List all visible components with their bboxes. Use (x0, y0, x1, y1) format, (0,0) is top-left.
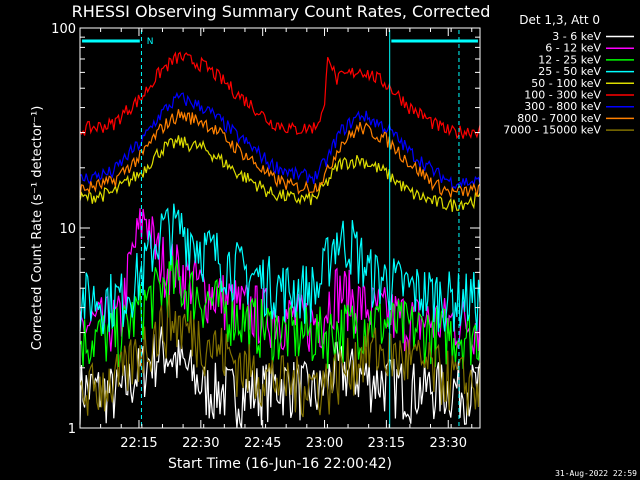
x-tick-label: 22:30 (182, 436, 219, 451)
series-layer (79, 51, 481, 429)
legend-header: Det 1,3, Att 0 (519, 13, 600, 27)
series-line-9 (79, 294, 481, 418)
legend-label-6: 100 - 300 keV (524, 89, 601, 102)
footer-date: 31-Aug-2022 22:59 (555, 469, 637, 478)
legend-label-2: 6 - 12 keV (545, 42, 601, 55)
legend-label-9: 7000 - 15000 keV (503, 124, 601, 137)
legend-label-5: 50 - 100 keV (531, 77, 601, 90)
legend-label-3: 12 - 25 keV (538, 53, 601, 66)
y-tick-label: 10 (59, 222, 76, 237)
series-line-1 (79, 326, 481, 429)
y-axis-label: Corrected Count Rate (s⁻¹ detector⁻¹) (30, 106, 45, 351)
series-line-3 (79, 255, 481, 369)
x-tick-label: 23:00 (306, 436, 343, 451)
x-tick-label: 22:45 (244, 436, 281, 451)
legend-label-7: 300 - 800 keV (524, 100, 601, 113)
x-tick-label: 23:15 (368, 436, 405, 451)
series-line-7 (79, 91, 481, 191)
series-line-6 (79, 51, 481, 140)
x-tick-label: 23:30 (430, 436, 467, 451)
y-tick-label: 100 (51, 22, 76, 37)
annotation-layer: N (82, 30, 478, 428)
y-tick-label: 1 (68, 422, 76, 437)
series-line-4 (79, 203, 481, 335)
chart-title: RHESSI Observing Summary Count Rates, Co… (72, 2, 491, 21)
x-tick-label: 22:15 (120, 436, 157, 451)
series-line-5 (79, 135, 481, 212)
series-line-8 (79, 109, 481, 198)
x-axis-label: Start Time (16-Jun-16 22:00:42) (168, 456, 392, 472)
annotation-n: N (147, 37, 154, 47)
legend-label-1: 3 - 6 keV (552, 30, 601, 43)
legend-label-4: 25 - 50 keV (538, 65, 601, 78)
series-line-2 (79, 208, 481, 355)
axis-layer: 22:15 22:30 22:45 23:00 23:15 23:30 1 10 100 (51, 22, 480, 451)
legend-label-8: 800 - 7000 keV (517, 112, 601, 125)
